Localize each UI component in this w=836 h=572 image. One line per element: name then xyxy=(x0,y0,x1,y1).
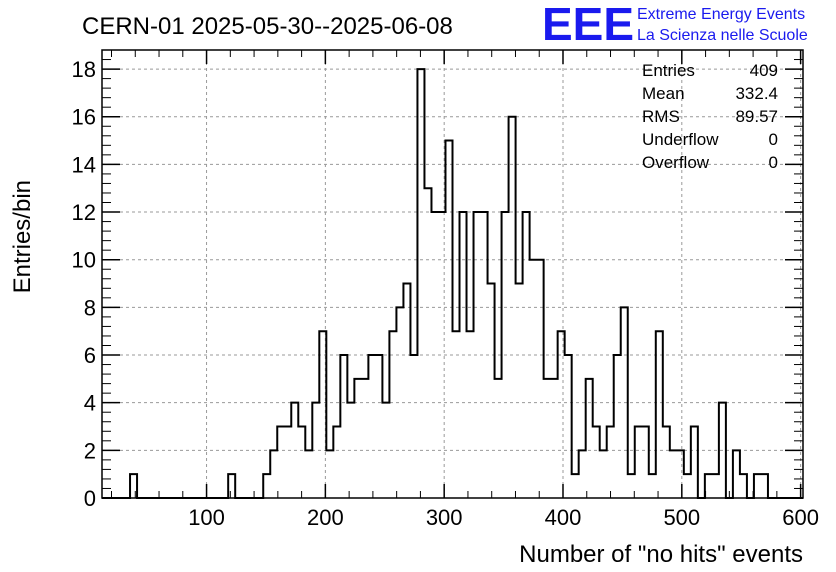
eee-logo: EEE Extreme Energy Events La Scienza nel… xyxy=(542,0,808,50)
logo-mark: EEE xyxy=(542,0,634,50)
y-tick-label: 12 xyxy=(72,200,96,225)
axis-ticks: 100 200 300 400 500 600 0 2 4 6 8 10 12 14 16 18 xyxy=(72,49,819,530)
stat-mean-label: Mean xyxy=(642,84,685,103)
stat-rms-label: RMS xyxy=(642,107,680,126)
x-tick-label: 200 xyxy=(307,505,344,530)
stat-rms-value: 89.57 xyxy=(735,107,778,126)
x-tick-label: 600 xyxy=(782,505,819,530)
x-tick-label: 500 xyxy=(663,505,700,530)
y-tick-label: 16 xyxy=(72,105,96,130)
x-tick-label: 400 xyxy=(545,505,582,530)
y-tick-label: 6 xyxy=(84,343,96,368)
stat-overflow-label: Overflow xyxy=(642,153,710,172)
stat-entries-value: 409 xyxy=(750,61,778,80)
stat-overflow-value: 0 xyxy=(769,153,778,172)
histogram-step-line xyxy=(102,68,803,499)
stat-underflow-value: 0 xyxy=(769,130,778,149)
x-axis-label: Number of "no hits" events xyxy=(519,541,803,568)
logo-line-1: Extreme Energy Events xyxy=(637,6,805,23)
logo-line-2: La Scienza nelle Scuole xyxy=(637,27,808,44)
y-tick-label: 18 xyxy=(72,57,96,82)
chart-title: CERN-01 2025-05-30--2025-06-08 xyxy=(82,13,453,40)
stat-underflow-label: Underflow xyxy=(642,130,719,149)
plot-frame xyxy=(101,49,804,499)
y-tick-label: 2 xyxy=(84,438,96,463)
stat-mean-value: 332.4 xyxy=(735,84,778,103)
y-axis-label: Entries/bin xyxy=(9,180,36,293)
y-tick-label: 14 xyxy=(72,152,96,177)
stats-box: Entries 409 Mean 332.4 RMS 89.57 Underfl… xyxy=(642,61,778,172)
y-tick-label: 8 xyxy=(84,295,96,320)
x-tick-label: 300 xyxy=(426,505,463,530)
stat-entries-label: Entries xyxy=(642,61,695,80)
y-tick-label: 10 xyxy=(72,248,96,273)
y-tick-label: 4 xyxy=(84,391,96,416)
x-tick-label: 100 xyxy=(188,505,225,530)
y-tick-label: 0 xyxy=(84,486,96,511)
